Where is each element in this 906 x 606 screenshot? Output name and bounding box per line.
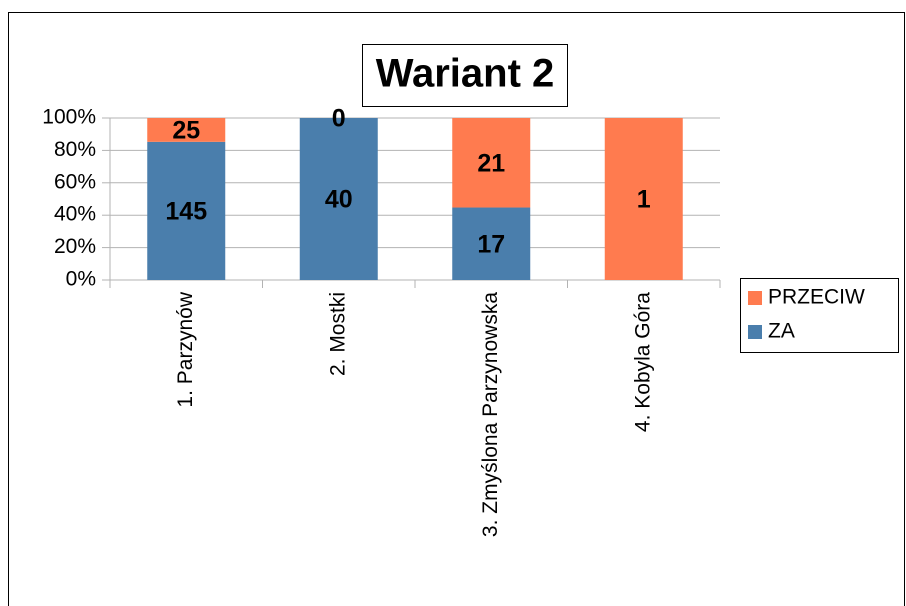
x-tick-label: 1. Parzynów — [174, 291, 197, 407]
data-label: 40 — [325, 186, 353, 214]
legend-label: PRZECIW — [768, 286, 865, 309]
chart-title: Wariant 2 — [376, 52, 555, 96]
data-label: 25 — [172, 117, 200, 145]
bar-segment — [147, 141, 226, 280]
y-tick-label: 0% — [66, 268, 96, 291]
legend-swatch — [748, 325, 762, 339]
bar-segment — [452, 207, 531, 280]
data-label: 17 — [477, 230, 505, 258]
y-tick-label: 20% — [54, 235, 96, 258]
legend-swatch — [748, 291, 762, 305]
data-label: 21 — [477, 149, 505, 177]
bar-segment — [604, 118, 683, 280]
title-box — [362, 44, 568, 107]
x-tick-label: 3. Zmyślona Parzynowska — [479, 292, 502, 537]
data-label: 145 — [165, 198, 207, 226]
bar-segment — [452, 118, 531, 208]
bar-segment — [147, 118, 226, 142]
y-tick-label: 80% — [54, 138, 96, 161]
y-tick-label: 60% — [54, 170, 96, 193]
y-tick-label: 100% — [42, 106, 96, 129]
data-label: 0 — [332, 105, 346, 133]
legend-label: ZA — [768, 320, 795, 343]
y-tick-label: 40% — [54, 203, 96, 226]
x-tick-label: 2. Mostki — [326, 292, 349, 376]
bar-segment — [299, 118, 378, 280]
legend-box — [740, 278, 899, 353]
x-tick-label: 4. Kobyla Góra — [631, 292, 654, 432]
data-label: 1 — [637, 186, 651, 214]
